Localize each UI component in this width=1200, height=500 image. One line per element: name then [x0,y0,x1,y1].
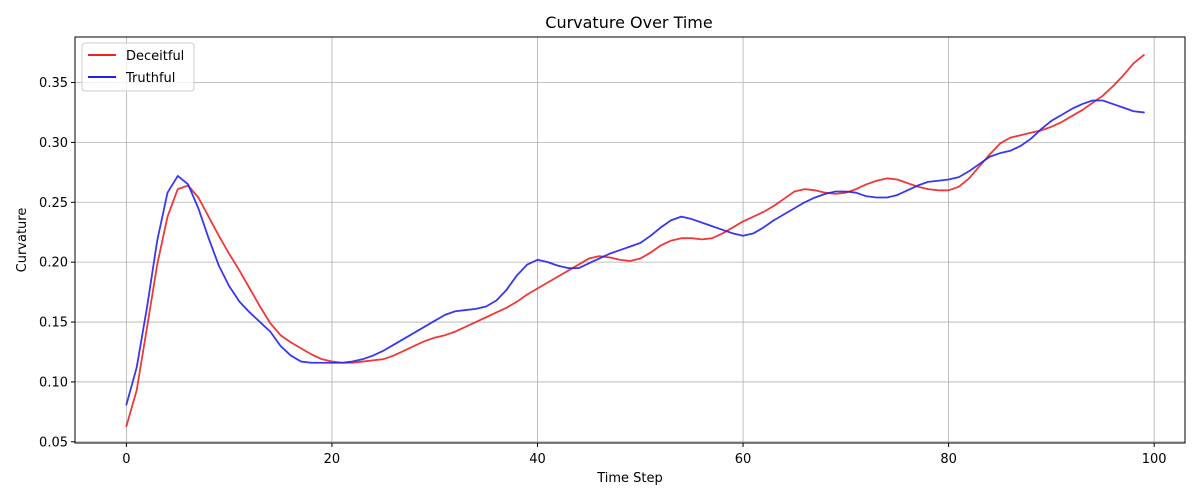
legend: Deceitful Truthful [81,42,195,92]
x-axis-title: Time Step [596,471,663,486]
x-tick-label: 80 [940,452,957,467]
series-line-truthful [125,99,1145,406]
y-tick-label: 0.10 [39,375,68,390]
x-tick-label: 60 [735,452,752,467]
axis-ticks: 0 20 40 60 80 100 0.05 0.10 0.15 0.20 0.25 0.30 0.35 [39,76,1167,467]
y-axis-title: Curvature [15,208,30,273]
y-tick-label: 0.25 [39,196,68,211]
series-line-deceitful [125,54,1145,428]
y-tick-label: 0.30 [39,136,68,151]
legend-label-truthful: Truthful [125,71,175,86]
y-tick-label: 0.15 [39,316,68,331]
chart-title: Curvature Over Time [545,13,712,32]
x-tick-label: 20 [324,452,341,467]
y-tick-label: 0.35 [39,76,68,91]
x-tick-label: 40 [529,452,546,467]
x-tick-label: 100 [1142,452,1167,467]
plot-area-frame [74,36,1186,444]
y-tick-label: 0.05 [39,435,68,450]
x-tick-label: 0 [122,452,130,467]
y-tick-label: 0.20 [39,256,68,271]
series-lines [125,54,1145,428]
legend-label-deceitful: Deceitful [126,49,184,64]
